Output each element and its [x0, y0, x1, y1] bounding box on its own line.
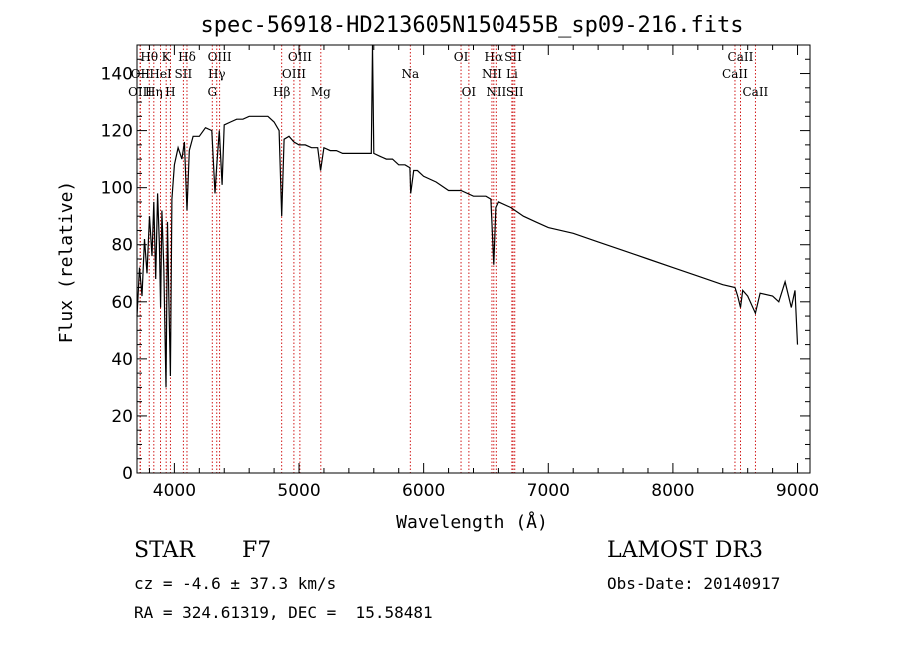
y-tick-label: 100: [101, 179, 133, 199]
marker-label: OI: [462, 85, 477, 99]
axis-ticks: 4000 5000 6000 7000 8000 9000 0 20 40 60 80 100 120 1…: [101, 45, 819, 501]
marker-label: OIII: [128, 85, 152, 99]
marker-label: CaII: [742, 85, 768, 99]
marker-label: OI: [454, 50, 469, 64]
marker-label: Hδ: [178, 50, 196, 64]
class-label: STAR: [134, 538, 195, 563]
marker-label: OIII: [282, 67, 306, 81]
marker-label: Hα: [485, 50, 504, 64]
marker-label: NII: [486, 85, 506, 99]
x-tick-label: 9000: [776, 481, 819, 501]
marker-label: K: [162, 50, 172, 64]
marker-label: Na: [401, 67, 419, 81]
marker-label: OIII: [288, 50, 312, 64]
marker-label: Mg: [311, 85, 331, 99]
plot-frame: [136, 44, 811, 474]
y-tick-label: 20: [111, 407, 133, 427]
spectrum-chart: spec-56918-HD213605N150455B_sp09-216.fit…: [56, 13, 819, 533]
x-tick-label: 5000: [277, 481, 320, 501]
marker-label: Hη: [145, 85, 163, 99]
flux-series-line: [136, 44, 799, 388]
marker-label: HeI: [149, 67, 172, 81]
y-tick-label: 0: [122, 464, 133, 484]
y-tick-label: 80: [111, 236, 133, 256]
x-tick-label: 7000: [527, 481, 570, 501]
marker-label: Hβ: [273, 85, 290, 99]
y-tick-label: 40: [111, 350, 133, 370]
marker-label: CaII: [728, 50, 754, 64]
marker-label: NII: [482, 67, 502, 81]
y-tick-label: 140: [101, 65, 133, 85]
x-axis-label: Wavelength (Å): [396, 511, 548, 533]
marker-label: Hγ: [208, 67, 226, 81]
subclass-label: F7: [242, 538, 272, 563]
y-tick-label: 60: [111, 293, 133, 313]
y-axis-label: Flux (relative): [56, 181, 77, 344]
x-tick-label: 6000: [402, 481, 445, 501]
x-tick-label: 8000: [651, 481, 694, 501]
marker-label: Li: [506, 67, 518, 81]
marker-label: H: [165, 85, 175, 99]
x-tick-label: 4000: [153, 481, 196, 501]
marker-label: Hθ: [140, 50, 158, 64]
survey-label: LAMOST DR3: [607, 538, 763, 563]
chart-title: spec-56918-HD213605N150455B_sp09-216.fit…: [200, 13, 743, 38]
marker-label: OIII: [208, 50, 232, 64]
marker-label: G: [207, 85, 217, 99]
marker-label: CaII: [722, 67, 748, 81]
marker-label: SII: [504, 50, 522, 64]
y-tick-label: 120: [101, 122, 133, 142]
coordinates-text: RA = 324.61319, DEC = 15.58481: [134, 603, 433, 622]
obs-date-text: Obs-Date: 20140917: [607, 574, 781, 593]
marker-label: SII: [506, 85, 524, 99]
marker-label: SII: [175, 67, 193, 81]
redshift-text: cz = -4.6 ± 37.3 km/s: [134, 574, 337, 593]
